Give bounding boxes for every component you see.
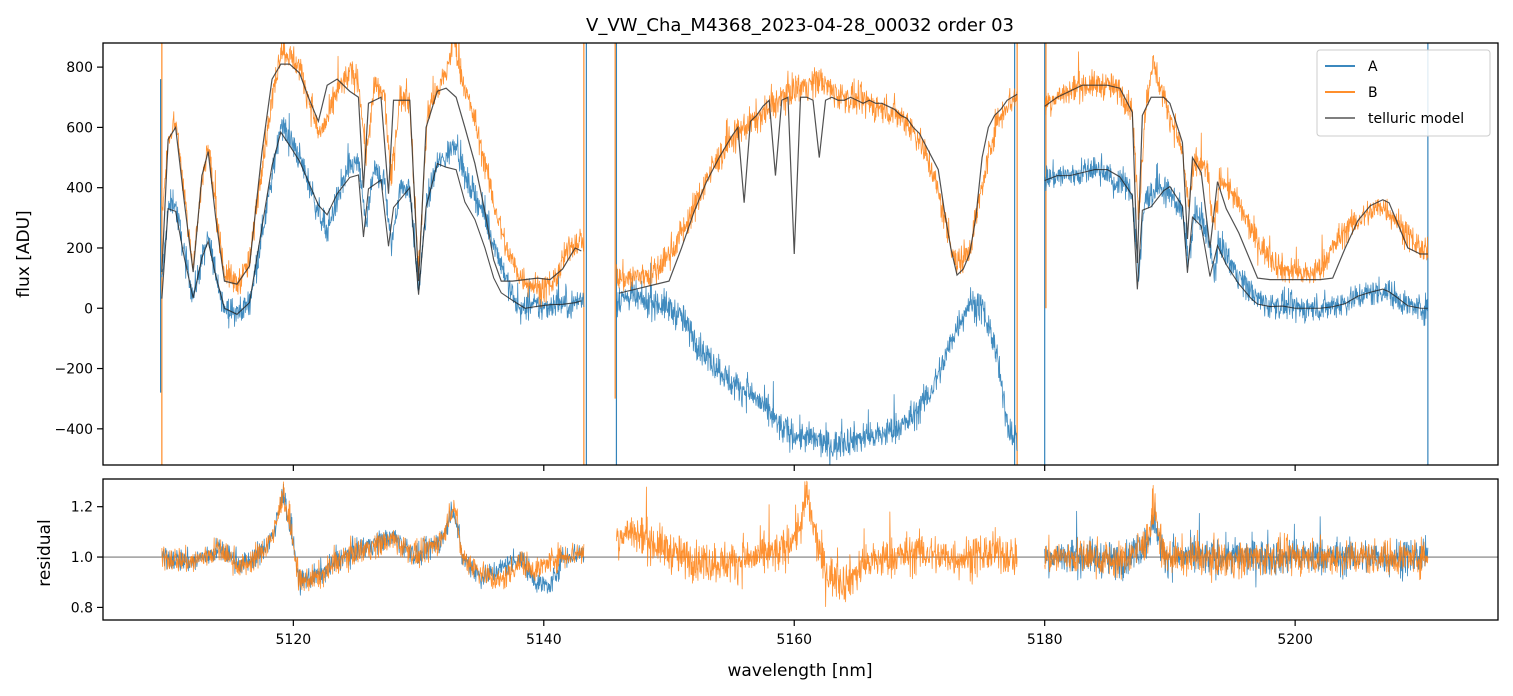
flux-y-ticks: −400 −200 0 200 400 600 800 <box>55 60 103 438</box>
flux-series-a-seg2 <box>1044 153 1429 327</box>
legend-frame <box>1316 49 1491 137</box>
legend-label-b: B <box>1368 85 1378 101</box>
flux-series-b-seg1 <box>616 67 1018 292</box>
telluric-model-line-b-seg2 <box>1044 84 1428 281</box>
flux-x-ticks <box>292 465 1296 471</box>
legend-label-a: A <box>1368 59 1378 75</box>
residual-x-tick-label: 5120 <box>276 632 312 648</box>
residual-x-tick-label: 5140 <box>526 632 562 648</box>
flux-series-b-seg0 <box>161 43 585 308</box>
flux-y-tick-label: −200 <box>55 362 93 378</box>
residual-y-tick-label: 1.2 <box>71 500 93 516</box>
residual-panel: 0.81.01.2 5120 5140 5160 5180 5200 residual … <box>35 478 1499 681</box>
residual-series-b-seg0 <box>161 481 585 592</box>
residual-x-tick-label: 5160 <box>776 632 812 648</box>
residual-plot-area <box>103 480 1498 607</box>
chart-title: V_VW_Cha_M4368_2023-04-28_00032 order 03 <box>586 15 1014 36</box>
residual-axes-frame <box>102 478 1499 621</box>
residual-series-a-seg2 <box>1044 502 1429 588</box>
flux-y-tick-label: 0 <box>84 301 93 317</box>
residual-series-b-seg2 <box>1044 485 1429 584</box>
flux-y-tick-label: 600 <box>66 120 93 136</box>
residual-series-b-seg1 <box>616 480 1018 607</box>
telluric-model-line-a-seg2 <box>1044 169 1428 309</box>
telluric-model-line-b-seg0 <box>161 63 582 285</box>
flux-plot-area <box>160 43 1429 465</box>
x-axis-label: wavelength [nm] <box>727 661 872 681</box>
legend-entry-b: B <box>1325 85 1378 101</box>
legend-label-telluric-model: telluric model <box>1368 111 1464 127</box>
residual-y-axis-label: residual <box>35 519 55 586</box>
residual-y-tick-label: 0.8 <box>71 600 93 616</box>
flux-y-axis-label: flux [ADU] <box>14 210 34 297</box>
flux-y-tick-label: 800 <box>66 60 93 76</box>
residual-x-ticks: 5120 5140 5160 5180 5200 <box>276 620 1313 648</box>
flux-series-a-seg1 <box>616 262 1018 465</box>
residual-x-tick-label: 5180 <box>1027 632 1063 648</box>
flux-panel: −400 −200 0 200 400 600 800 flux [ADU] A B tel… <box>14 42 1499 471</box>
flux-axes-frame <box>102 42 1499 466</box>
flux-series-a-seg0 <box>161 112 585 329</box>
flux-y-tick-label: −400 <box>55 422 93 438</box>
residual-y-tick-label: 1.0 <box>71 550 93 566</box>
legend-entry-a: A <box>1325 59 1378 75</box>
legend: A B telluric model <box>1316 49 1491 137</box>
residual-series-a-seg0 <box>161 483 585 596</box>
residual-y-ticks: 0.8 1.0 1.2 <box>71 500 103 616</box>
telluric-model-line-a-seg0 <box>161 130 582 315</box>
residual-x-tick-label: 5200 <box>1277 632 1313 648</box>
legend-entry-telluric-model: telluric model <box>1325 111 1464 127</box>
telluric-model-line-b-seg1 <box>618 93 1018 294</box>
flux-y-tick-label: 400 <box>66 181 93 197</box>
flux-y-tick-label: 200 <box>66 241 93 257</box>
